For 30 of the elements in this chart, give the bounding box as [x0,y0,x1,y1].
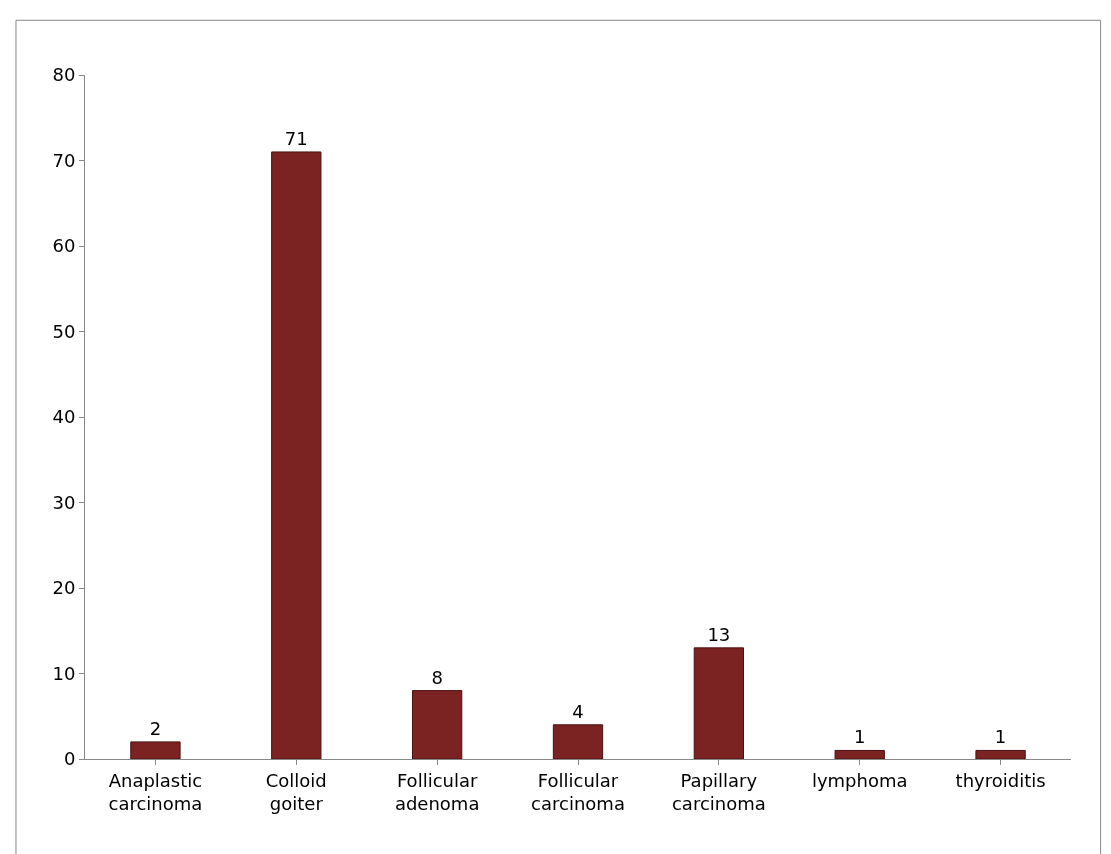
y-tick-label: 60 [52,235,76,257]
y-tick-label: 20 [52,577,76,599]
x-tick-label: thyroiditis [955,769,1046,791]
bar [271,151,322,759]
x-tick-label: Colloid goiter [265,769,327,814]
y-tick-label: 0 [63,748,76,770]
bar [693,647,745,759]
data-label: 71 [284,127,308,149]
y-tick-label: 80 [52,64,76,86]
bar [834,749,885,759]
y-tick-label: 30 [52,491,76,513]
x-tick-label: Papillary carcinoma [671,769,766,814]
data-label: 2 [149,717,162,739]
x-tick-label: lymphoma [811,769,908,791]
data-label: 13 [707,623,731,645]
bar [411,690,463,759]
y-tick-label: 10 [52,662,76,684]
data-label: 8 [431,666,443,688]
bar [130,741,181,759]
x-tick-label: Anaplastic carcinoma [108,769,203,814]
y-tick-label: 50 [52,320,76,342]
data-label: 1 [994,726,1007,748]
y-tick-label: 40 [52,406,76,428]
data-label: 1 [853,726,866,748]
data-label: 4 [572,700,584,722]
x-tick-label: Follicular carcinoma [531,769,625,814]
bar [552,724,604,759]
y-tick-label: 70 [52,149,76,171]
x-tick-label: Follicular adenoma [394,769,480,814]
bar [975,749,1026,759]
